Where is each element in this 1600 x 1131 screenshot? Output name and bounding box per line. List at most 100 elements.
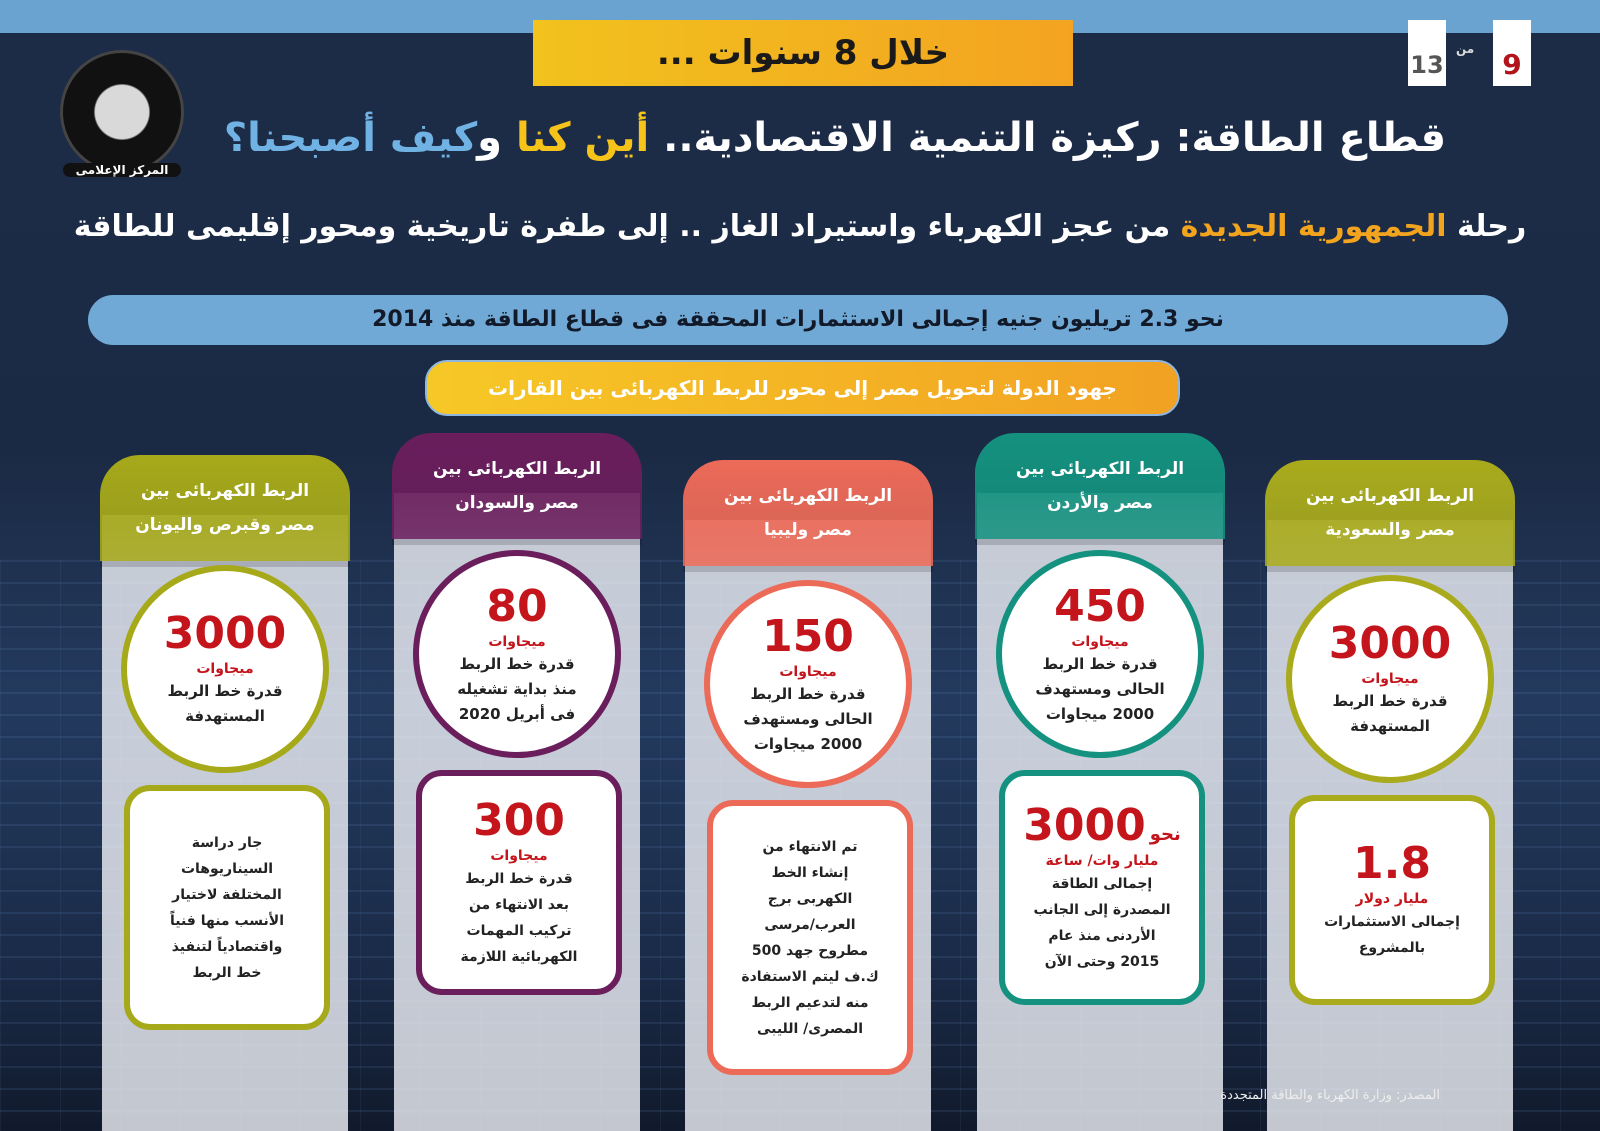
column-header: الربط الكهربائى بين مصر وقبرص واليونان [100,455,350,561]
column-header: الربط الكهربائى بين مصر والسودان [392,433,642,539]
capacity-desc: فى أبريل 2020 [458,704,576,723]
subtitle-highlight: الجمهورية الجديدة [1180,209,1447,244]
column-header: الربط الكهربائى بين مصر والأردن [975,433,1225,539]
info-desc: بعد الانتهاء من [468,896,570,913]
capacity-circle: 80 ميجاوات قدرة خط الربط منذ بداية تشغيله فى… [413,550,621,758]
capacity-circle: 150 ميجاوات قدرة خط الربط الحالى ومستهدف 200… [704,580,912,788]
title-highlight: كيف أصبحنا؟ [223,115,478,161]
info-box: 300 ميجاوات قدرة خط الربط بعد الانتهاء من تر… [416,770,622,995]
info-box: 1.8 مليار دولار إجمالى الاستثمارات بالمشروع [1289,795,1495,1005]
source-note: المصدر: وزارة الكهرباء والطاقة المتجددة [1220,1088,1440,1103]
capacity-desc: قدرة خط الربط [459,654,575,673]
investment-banner: نحو 2.3 تريليون جنيه إجمالى الاستثمارات … [88,295,1508,345]
capacity-unit: ميجاوات [779,663,837,680]
column-header: الربط الكهربائى بين مصر وليبيا [683,460,933,566]
info-prefix: نحو [1149,823,1181,845]
title-part: و [477,115,516,161]
capacity-unit: ميجاوات [196,661,254,677]
info-desc: المصرى/ الليبى [756,1020,864,1037]
title-part: قطاع الطاقة: ركيزة التنمية الاقتصادية.. [649,115,1447,161]
capacity-desc: قدرة خط الربط [167,682,283,700]
efforts-banner: جهود الدولة لتحويل مصر إلى محور للربط ال… [425,360,1180,416]
capacity-unit: ميجاوات [1071,633,1129,650]
capacity-desc: قدرة خط الربط [1332,692,1448,710]
capacity-unit: ميجاوات [488,633,546,650]
info-desc: إجمالى الاستثمارات [1324,914,1460,930]
capacity-value: 3000 [163,608,287,659]
cabinet-logo: المركز الإعلامى [60,50,184,177]
info-desc: تركيب المهمات [466,922,572,939]
header-line: الربط الكهربائى بين [1015,459,1185,479]
info-value: 300 [473,794,565,846]
subtitle-part: رحلة [1446,209,1527,244]
info-unit: ميجاوات [490,847,548,864]
info-desc: واقتصادياً لتنفيذ [171,938,283,955]
info-box: نحو 3000 مليار وات/ ساعة إجمالى الطاقة المصد… [999,770,1205,1005]
info-value-row: 1.8 [1353,839,1431,889]
page-total: 13 [1408,20,1446,86]
header-line: الربط الكهربائى بين [1305,486,1475,506]
info-desc: 2015 وحتى الآن [1044,953,1160,970]
info-desc: العرب/مرسى [764,916,856,933]
info-value-row: 300 [473,794,565,846]
capacity-desc: قدرة خط الربط [1042,654,1158,673]
capacity-value: 450 [1054,580,1146,632]
subtitle: رحلة الجمهورية الجديدة من عجز الكهرباء و… [15,205,1585,249]
banner: خلال 8 سنوات ... [533,20,1073,86]
info-box: جار دراسة السيناريوهات المختلفة لاختيار الأ… [124,785,330,1030]
info-desc: الأردنى منذ عام [1048,927,1156,944]
capacity-desc: 2000 ميجاوات [753,734,863,753]
page-of: من [1456,42,1475,56]
header-line: الربط الكهربائى بين [723,486,893,506]
info-desc: السيناريوهات [180,860,274,877]
column-header: الربط الكهربائى بين مصر والسعودية [1265,460,1515,566]
info-desc: إنشاء الخط [771,864,849,881]
capacity-value: 80 [486,580,548,632]
header-line: الربط الكهربائى بين [432,459,602,479]
header-line: مصر وليبيا [764,520,852,540]
info-unit: مليار دولار [1355,891,1429,907]
capacity-value: 150 [762,610,854,662]
info-value: 1.8 [1353,838,1431,889]
info-desc: بالمشروع [1358,940,1426,956]
capacity-value: 3000 [1328,618,1452,669]
capacity-circle: 3000 ميجاوات قدرة خط الربط المستهدفة [121,565,329,773]
capacity-desc: الحالى ومستهدف [743,709,873,728]
title-highlight: أين كنا [515,115,650,161]
info-desc: الكهربى برج [767,890,853,907]
capacity-desc: 2000 ميجاوات [1045,704,1155,723]
capacity-desc: قدرة خط الربط [750,684,866,703]
info-desc: خط الربط [192,964,262,981]
subtitle-part: من عجز الكهرباء واستيراد الغاز .. إلى طف… [73,209,1181,244]
capacity-desc: المستهدفة [185,707,265,725]
page-current: 9 [1493,20,1531,86]
info-desc: مطروح جهد 500 [751,942,869,959]
info-desc: قدرة خط الربط [465,870,573,887]
info-desc: ك.ف ليتم الاستفادة [741,968,879,985]
info-desc: تم الانتهاء من [762,838,858,855]
info-desc: المختلفة لاختيار [172,886,282,903]
info-box: تم الانتهاء من إنشاء الخط الكهربى برج العرب… [707,800,913,1075]
header-line: الربط الكهربائى بين [140,481,310,501]
logo-label: المركز الإعلامى [63,163,181,177]
capacity-unit: ميجاوات [1361,671,1419,687]
info-value: 3000 [1023,799,1146,851]
info-desc: منه لتدعيم الربط [751,994,869,1011]
capacity-desc: منذ بداية تشغيله [457,679,577,698]
header-line: مصر والأردن [1047,493,1153,513]
info-desc: إجمالى الطاقة [1051,875,1153,892]
info-desc: الأنسب منها فنياً [169,912,285,929]
info-desc: جار دراسة [191,834,263,851]
capacity-desc: الحالى ومستهدف [1035,679,1165,698]
info-value-row: نحو 3000 [1023,799,1181,851]
info-unit: مليار وات/ ساعة [1045,852,1159,869]
capacity-circle: 450 ميجاوات قدرة خط الربط الحالى ومستهدف 200… [996,550,1204,758]
header-line: مصر وقبرص واليونان [135,515,315,535]
info-desc: المصدرة إلى الجانب [1033,901,1171,918]
header-line: مصر والسعودية [1325,520,1455,540]
header-line: مصر والسودان [455,493,579,513]
capacity-desc: المستهدفة [1350,717,1430,735]
info-desc: الكهربائية اللازمة [460,948,578,965]
main-title: قطاع الطاقة: ركيزة التنمية الاقتصادية.. … [200,110,1470,166]
capacity-circle: 3000 ميجاوات قدرة خط الربط المستهدفة [1286,575,1494,783]
